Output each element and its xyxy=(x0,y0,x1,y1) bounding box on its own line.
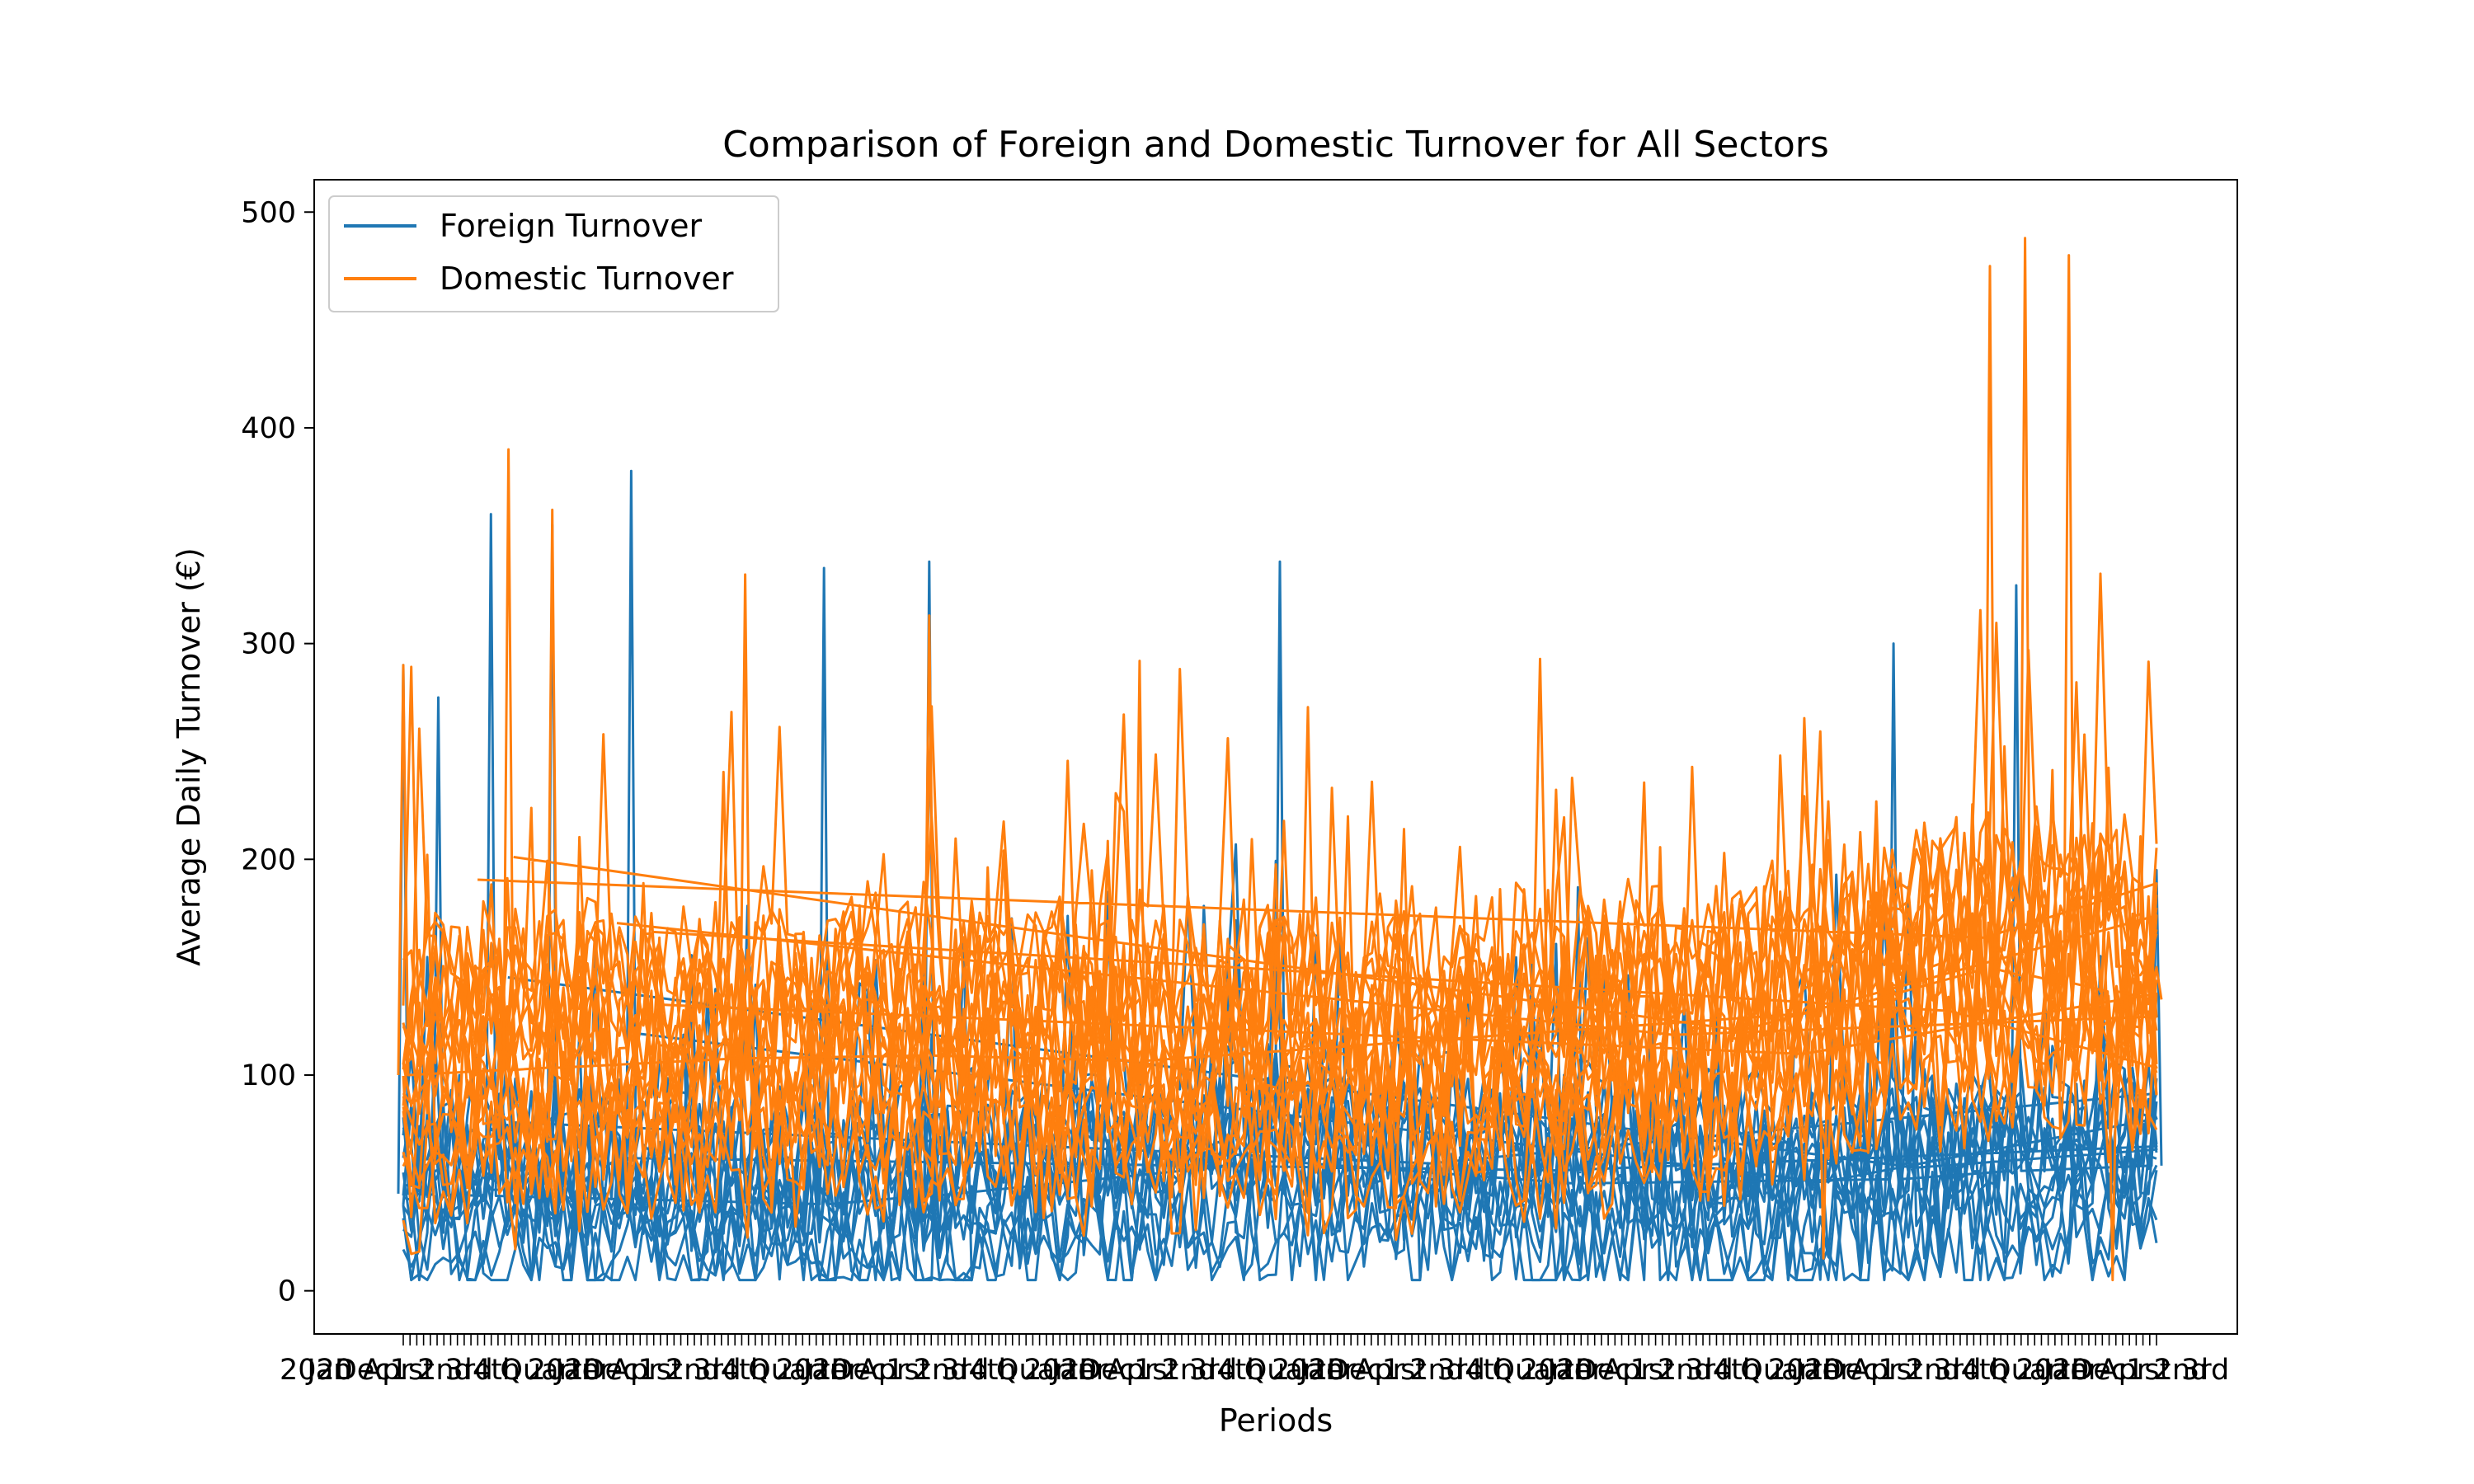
x-tick-label: Apr xyxy=(1107,1354,1157,1387)
x-tick-label: 3rd xyxy=(445,1354,493,1387)
x-tick-label: Quarter xyxy=(748,1354,860,1387)
plot-frame xyxy=(313,179,2238,1335)
x-tick-label: 3rd xyxy=(693,1354,741,1387)
x-tick-label: Jan xyxy=(1794,1354,1840,1387)
x-tick-label: 4th xyxy=(721,1354,769,1387)
x-tick-label: 2nd xyxy=(1658,1354,1713,1387)
x-tick-label: 2020 xyxy=(280,1354,353,1387)
x-tick-label: 1st xyxy=(390,1354,435,1387)
x-tick-label: Jan xyxy=(1545,1354,1592,1387)
y-axis-ticks: 0 100 200 300 400 500 xyxy=(241,196,314,1308)
x-tick-label: 2020 xyxy=(776,1354,849,1387)
x-tick-label: Dec xyxy=(830,1354,887,1387)
legend: Foreign Turnover Domestic Turnover xyxy=(328,195,779,312)
x-tick-label: Jan xyxy=(305,1354,351,1387)
x-tick-label: 2nd xyxy=(2154,1354,2209,1387)
x-tick-label: 1st xyxy=(637,1354,682,1387)
series-spike-line xyxy=(397,237,2163,1282)
x-tick-label: 4th xyxy=(1713,1354,1761,1387)
y-tick-label: 400 xyxy=(241,412,296,445)
x-tick-label: 4th xyxy=(1961,1354,2009,1387)
x-tick-label: Quarter xyxy=(996,1354,1108,1387)
series-line xyxy=(402,681,2158,1099)
series-line xyxy=(402,917,2158,1282)
x-tick-label: 2nd xyxy=(417,1354,473,1387)
x-tick-label: 4th xyxy=(1216,1354,1264,1387)
x-tick-label: Dec xyxy=(2071,1354,2127,1387)
x-tick-label: Apr xyxy=(1354,1354,1404,1387)
x-tick-label: 1st xyxy=(1878,1354,1922,1387)
x-tick-label: 4th xyxy=(473,1354,520,1387)
x-tick-label: Quarter xyxy=(1244,1354,1357,1387)
x-tick-label: Dec xyxy=(1327,1354,1383,1387)
y-axis-label: Average Daily Turnover (€) xyxy=(171,547,207,966)
chart-title: Comparison of Foreign and Domestic Turno… xyxy=(722,124,1829,166)
x-axis-ticks xyxy=(402,1334,2157,1345)
x-tick-label: Dec xyxy=(1575,1354,1631,1387)
x-axis-label: Periods xyxy=(1219,1402,1333,1439)
x-tick-label: Apr xyxy=(610,1354,661,1387)
series-line xyxy=(402,1004,2158,1282)
x-tick-label: 3rd xyxy=(1189,1354,1237,1387)
x-tick-label: 2nd xyxy=(1161,1354,1216,1387)
x-tick-label: 1st xyxy=(1134,1354,1178,1387)
x-tick-label: Jan xyxy=(1050,1354,1096,1387)
x-tick-label: 2020 xyxy=(1768,1354,1841,1387)
x-tick-label: 1st xyxy=(1630,1354,1675,1387)
x-tick-label: 2020 xyxy=(1023,1354,1097,1387)
x-tick-label: Dec xyxy=(583,1354,639,1387)
series-domestic-turnover xyxy=(397,237,2163,1282)
x-tick-label: 1st xyxy=(1382,1354,1427,1387)
x-tick-label: 2020 xyxy=(1520,1354,1593,1387)
x-tick-label: 4th xyxy=(1465,1354,1512,1387)
series-line xyxy=(402,1047,2158,1282)
x-tick-label: 2nd xyxy=(666,1354,721,1387)
x-tick-label: Jan xyxy=(2042,1354,2088,1387)
x-tick-label: 2020 xyxy=(2015,1354,2089,1387)
legend-label-foreign: Foreign Turnover xyxy=(440,208,702,244)
legend-box xyxy=(328,195,779,312)
x-tick-label: Apr xyxy=(1851,1354,1901,1387)
x-tick-label: Jan xyxy=(553,1354,600,1387)
x-tick-label: Jan xyxy=(802,1354,848,1387)
x-tick-label: 2020 xyxy=(1272,1354,1345,1387)
x-tick-label: Dec xyxy=(1079,1354,1135,1387)
y-tick-label: 500 xyxy=(241,196,296,229)
x-tick-label: Quarter xyxy=(1988,1354,2100,1387)
x-tick-label: Apr xyxy=(858,1354,909,1387)
x-tick-label: Jan xyxy=(1298,1354,1344,1387)
x-tick-label: 3rd xyxy=(1685,1354,1733,1387)
y-tick-label: 0 xyxy=(278,1275,296,1308)
x-tick-label: Quarter xyxy=(1492,1354,1604,1387)
x-tick-label: 2nd xyxy=(914,1354,969,1387)
x-tick-label: Dec xyxy=(335,1354,391,1387)
x-tick-label: Quarter xyxy=(1740,1354,1852,1387)
series-spike-line xyxy=(397,469,2163,1205)
x-tick-label: Dec xyxy=(1823,1354,1879,1387)
x-tick-label: Quarter xyxy=(500,1354,612,1387)
x-tick-label: 3rd xyxy=(2181,1354,2229,1387)
x-tick-label: Apr xyxy=(362,1354,412,1387)
x-tick-label: 2020 xyxy=(528,1354,601,1387)
x-tick-label: 3rd xyxy=(1437,1354,1485,1387)
x-tick-label: 4th xyxy=(969,1354,1017,1387)
y-tick-label: 200 xyxy=(241,843,296,876)
x-tick-label: Apr xyxy=(2099,1354,2149,1387)
x-tick-label: 3rd xyxy=(941,1354,989,1387)
series-line xyxy=(402,828,2158,1225)
x-tick-label: 2nd xyxy=(1906,1354,1961,1387)
plot-area: 2020JanDecApr1st2nd3rd4thQuarter2020JanD… xyxy=(241,179,2238,1387)
x-tick-label: 3rd xyxy=(1933,1354,1981,1387)
x-tick-label: 2nd xyxy=(1409,1354,1465,1387)
x-tick-label: 1st xyxy=(2126,1354,2171,1387)
x-tick-label: Apr xyxy=(1602,1354,1653,1387)
legend-label-domestic: Domestic Turnover xyxy=(440,261,734,297)
series-layer xyxy=(397,237,2163,1282)
y-tick-label: 300 xyxy=(241,628,296,661)
y-tick-label: 100 xyxy=(241,1059,296,1092)
x-axis-tick-labels: 2020JanDecApr1st2nd3rd4thQuarter2020JanD… xyxy=(280,1354,2229,1387)
x-tick-label: 1st xyxy=(886,1354,930,1387)
